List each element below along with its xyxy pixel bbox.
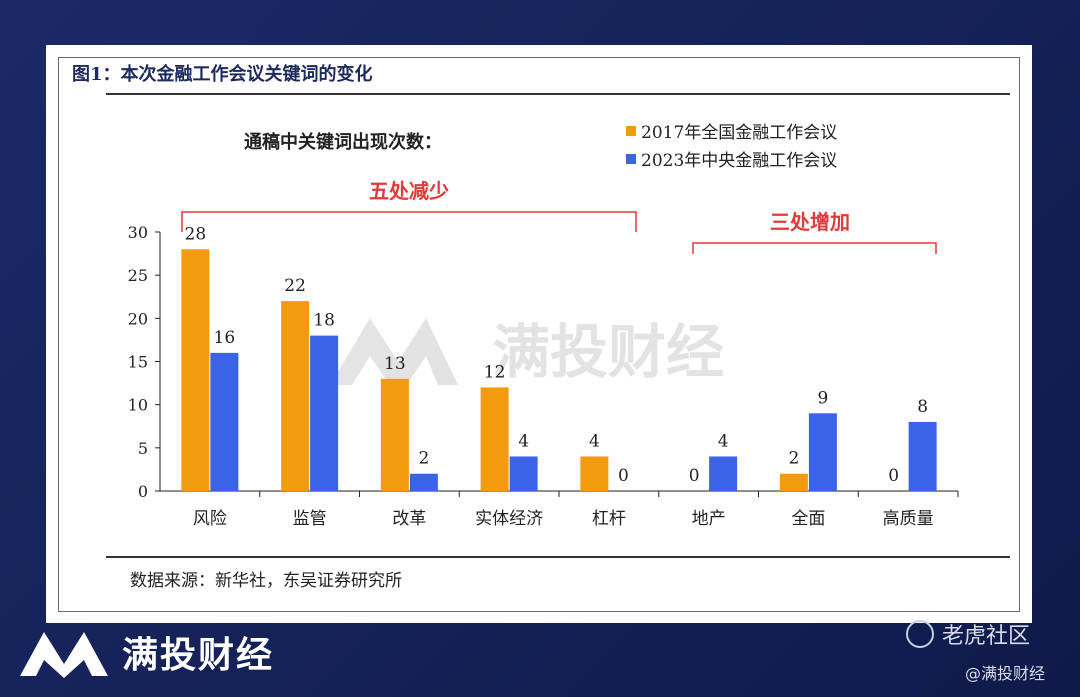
bar-2023-8: [908, 421, 937, 491]
figure-card: [46, 45, 1032, 623]
chart-subtitle: 通稿中关键词出现次数：: [244, 131, 442, 153]
forum-logo-icon: [906, 620, 934, 648]
data-label-2017-5: 4: [589, 431, 600, 451]
legend-label-2023: 2023年中央金融工作会议: [641, 151, 837, 171]
data-label-2017-1: 28: [185, 224, 207, 244]
watermark-text: 满投财经: [492, 318, 724, 386]
y-tick-label: 30: [128, 223, 148, 242]
y-axis-ticks: 0 5 10 15 20 25 30: [128, 223, 160, 501]
bar-2017-7: [779, 473, 808, 491]
y-tick-label: 15: [128, 353, 148, 372]
brand-name: 满投财经: [122, 635, 275, 676]
data-label-2017-2: 22: [284, 276, 306, 296]
bar-2023-3: [409, 473, 438, 491]
x-tick-label: 全面: [791, 509, 825, 529]
legend-swatch-2017: [626, 126, 636, 136]
data-label-2017-4: 12: [484, 362, 506, 382]
annotation-decrease: 五处减少: [181, 179, 637, 232]
bar-2017-1: [181, 249, 210, 491]
x-tick-label: 杠杆: [592, 509, 626, 529]
x-tick-label: 改革: [392, 509, 426, 529]
data-label-2017-6: 0: [689, 466, 700, 486]
source-rule: [106, 556, 1010, 558]
data-label-2023-6: 4: [718, 431, 729, 451]
bar-2023-7: [808, 413, 837, 491]
data-label-2023-8: 8: [917, 397, 928, 417]
watermark: 满投财经: [330, 318, 724, 398]
data-label-2023-2: 18: [313, 311, 335, 331]
watermark-logo-icon: [330, 318, 458, 398]
title-rule: [106, 93, 1010, 95]
bar-2023-2: [310, 335, 339, 491]
data-label-2023-4: 4: [518, 431, 529, 451]
annotation-increase-label: 三处增加: [770, 210, 850, 234]
annotation-decrease-label: 五处减少: [369, 179, 449, 203]
y-tick-label: 20: [128, 309, 148, 328]
legend: 2017年全国金融工作会议 2023年中央金融工作会议: [626, 123, 837, 171]
data-label-2023-5: 0: [618, 466, 629, 486]
bar-2017-5: [580, 456, 609, 491]
annotation-increase-bracket: [692, 242, 937, 254]
legend-label-2017: 2017年全国金融工作会议: [641, 123, 837, 143]
x-axis-labels: 风险 监管 改革 实体经济 杠杆 地产 全面 高质量: [193, 491, 959, 529]
bar-2017-3: [380, 378, 409, 491]
forum-badge: 老虎社区: [906, 618, 1030, 650]
brand-logo-icon: [20, 632, 108, 678]
bar-2023-6: [709, 456, 738, 491]
forum-name: 老虎社区: [942, 624, 1031, 649]
author-handle: @满投财经: [965, 664, 1046, 683]
annotation-increase: 三处增加: [692, 210, 937, 254]
y-tick-label: 0: [138, 482, 148, 501]
data-label-2017-7: 2: [788, 449, 799, 469]
annotation-decrease-bracket: [181, 211, 637, 232]
data-label-2023-7: 9: [817, 388, 828, 408]
x-tick-label: 高质量: [883, 509, 934, 529]
data-label-2017-8: 0: [888, 466, 899, 486]
x-tick-label: 监管: [293, 509, 327, 529]
data-label-2023-1: 16: [214, 328, 236, 348]
footer-brand: 满投财经: [18, 626, 274, 678]
y-tick-label: 25: [128, 266, 148, 285]
data-label-2017-3: 13: [384, 354, 406, 374]
x-tick-label: 实体经济: [475, 509, 543, 529]
legend-swatch-2023: [626, 154, 636, 164]
figure-frame: [58, 57, 1020, 612]
y-tick-label: 5: [138, 439, 148, 458]
y-tick-label: 10: [128, 396, 148, 415]
figure-source: 数据来源：新华社，东吴证券研究所: [130, 571, 402, 591]
data-label-2023-3: 2: [418, 449, 429, 469]
bar-2017-4: [480, 387, 509, 491]
bar-2023-1: [210, 352, 239, 491]
figure-title: 图1：本次金融工作会议关键词的变化: [72, 64, 373, 85]
x-tick-label: 地产: [692, 509, 726, 529]
bar-2017-2: [281, 301, 310, 491]
x-tick-label: 风险: [193, 509, 227, 529]
bar-2023-4: [509, 456, 538, 491]
